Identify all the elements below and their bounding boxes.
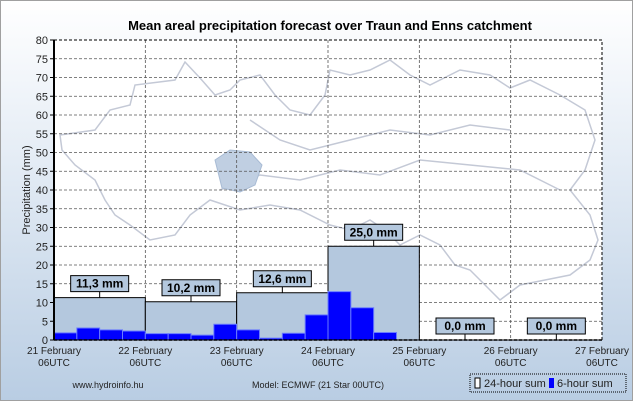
legend-swatch-daily — [474, 377, 481, 389]
y-tick-label: 70 — [36, 73, 48, 85]
bar-label-box — [70, 275, 130, 293]
x-tick-label-time: 06UTC — [586, 358, 618, 369]
bar-label-text: 25,0 mm — [350, 225, 398, 239]
sixhour-bars — [53, 291, 397, 341]
sixhour-bar — [99, 329, 123, 341]
y-axis-ticks: 0 5 10 15 20 25 30 35 40 45 50 55 60 65 70 75 80 — [36, 35, 54, 347]
bar-label-box — [435, 317, 495, 335]
legend-label-daily: 24-hour sum — [484, 378, 546, 390]
sixhour-bar — [236, 329, 261, 341]
y-tick-label: 50 — [36, 148, 48, 160]
y-tick-label: 5 — [42, 316, 48, 328]
x-tick-label-date: 25 February — [392, 346, 446, 357]
bar-label-text: 0,0 mm — [444, 319, 485, 333]
chart-title: Mean areal precipitation forecast over T… — [128, 18, 533, 33]
catchment-area-highlight — [214, 149, 263, 193]
legend-label-sixhour: 6-hour sum — [557, 378, 613, 390]
sixhour-bar — [76, 327, 101, 341]
sixhour-bar — [281, 332, 306, 341]
y-tick-label: 35 — [36, 204, 48, 216]
x-tick-label-date: 24 February — [301, 346, 355, 357]
y-tick-label: 45 — [36, 166, 48, 178]
legend-swatch-sixhour — [549, 378, 554, 388]
sixhour-bar — [327, 291, 352, 341]
legend: 24-hour sum 6-hour sum — [469, 373, 627, 393]
x-tick-label-time: 06UTC — [38, 358, 70, 369]
bar-label-box — [526, 317, 586, 335]
sixhour-bar — [144, 333, 169, 341]
sixhour-bar — [304, 314, 329, 341]
x-tick-label-time: 06UTC — [403, 358, 435, 369]
y-tick-label: 60 — [36, 110, 48, 122]
sixhour-bar — [167, 333, 192, 341]
y-tick-label: 55 — [36, 129, 48, 141]
sixhour-bar — [213, 323, 238, 341]
x-tick-label-date: 26 February — [484, 346, 538, 357]
bar-label-text: 0,0 mm — [536, 319, 577, 333]
catchment-map-background — [59, 59, 599, 301]
y-tick-label: 40 — [36, 185, 48, 197]
y-tick-label: 20 — [36, 260, 48, 272]
y-tick-label: 30 — [36, 223, 48, 235]
y-tick-label: 80 — [36, 35, 48, 47]
x-tick-label-time: 06UTC — [495, 358, 527, 369]
bar-label-text: 10,2 mm — [167, 281, 215, 295]
y-axis-label: Precipitation (mm) — [21, 145, 33, 234]
x-tick-label-date: 23 February — [210, 346, 264, 357]
bar-labels: 11,3 mm 10,2 mm 12,6 mm 25,0 mm 0,0 mm 0,0 mm — [70, 223, 586, 340]
x-tick-label-time: 06UTC — [221, 358, 253, 369]
bar-label-text: 12,6 mm — [258, 272, 306, 286]
sixhour-bar — [53, 332, 78, 341]
y-tick-label: 10 — [36, 298, 48, 310]
bar-label-box — [161, 279, 221, 297]
x-tick-label-date: 27 February — [575, 346, 629, 357]
legend-box — [469, 373, 627, 393]
sixhour-bar — [373, 332, 397, 341]
y-tick-label: 65 — [36, 91, 48, 103]
y-tick-label: 15 — [36, 279, 48, 291]
x-tick-label-time: 06UTC — [312, 358, 344, 369]
source-text: www.hydroinfo.hu — [71, 380, 143, 390]
bar-label-box — [344, 223, 404, 241]
bar-label-text: 11,3 mm — [76, 277, 123, 291]
x-tick-label-date: 21 February — [27, 346, 81, 357]
sixhour-bar — [350, 307, 375, 341]
sixhour-bar — [122, 330, 146, 341]
y-tick-label: 75 — [36, 54, 48, 66]
x-tick-label-time: 06UTC — [129, 358, 161, 369]
x-tick-label-date: 22 February — [118, 346, 172, 357]
bar-label-box — [252, 270, 312, 288]
y-tick-label: 25 — [36, 241, 48, 253]
model-text: Model: ECMWF (21 Star 00UTC) — [252, 380, 384, 390]
y-tick-label: 0 — [42, 335, 48, 347]
